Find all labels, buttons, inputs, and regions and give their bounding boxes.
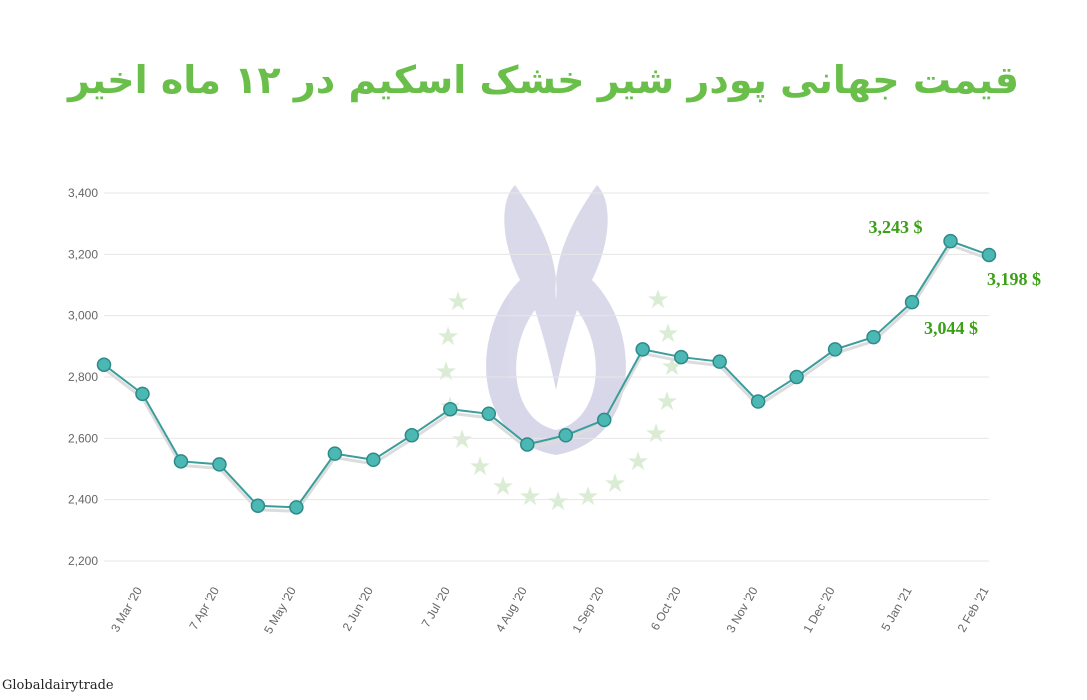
data-point [173,454,189,469]
data-points [96,233,997,515]
x-tick-label: 2 Jun '20 [340,584,376,633]
svg-text:★: ★ [468,452,491,482]
x-tick-label: 7 Jul '20 [419,584,453,630]
svg-text:★: ★ [644,419,667,449]
data-point [212,457,227,472]
data-point [712,354,727,369]
data-point [866,329,881,345]
x-tick-label: 6 Oct '20 [648,584,684,633]
data-point [789,369,804,385]
x-tick-label: 7 Apr '20 [186,584,222,632]
data-point [481,406,497,422]
watermark-logo: ★ ★ ★ ★ ★ ★ ★ ★ ★ ★ ★ ★ ★ ★ ★ ★ ★ [434,185,684,517]
svg-text:★: ★ [518,482,541,512]
svg-text:★: ★ [656,319,679,349]
y-tick-label: 2,400 [68,493,98,507]
data-point [904,294,920,310]
x-tick-label: 1 Dec '20 [800,584,837,635]
data-point [981,247,997,263]
x-tick-label: 3 Mar '20 [108,584,145,634]
x-tick-label: 5 Jan '21 [878,584,914,633]
chart-title: قیمت جهانی پودر شیر خشک اسکیم در ۱۲ ماه … [68,58,1019,102]
svg-text:★: ★ [450,425,473,455]
svg-text:★: ★ [491,472,514,502]
svg-text:★: ★ [436,322,459,352]
data-point [327,446,343,461]
data-label: 3,243 $ [869,217,923,237]
data-point [443,401,458,417]
y-tick-label: 2,600 [68,431,98,445]
x-tick-label: 5 May '20 [261,584,299,636]
data-point [96,357,112,372]
data-point [943,233,958,249]
data-label: 3,044 $ [924,318,978,338]
data-point [520,437,535,452]
y-tick-label: 2,200 [68,554,98,568]
y-tick-label: 2,800 [68,370,98,384]
svg-text:★: ★ [603,469,626,499]
data-point [596,412,612,428]
svg-text:★: ★ [446,287,469,317]
data-point [404,428,420,443]
data-point [827,342,843,357]
y-axis: 2,200 2,400 2,600 2,800 3,000 3,200 3,400 [68,186,98,568]
svg-text:★: ★ [434,357,457,387]
x-axis: 3 Mar '20 7 Apr '20 5 May '20 2 Jun '20 7 Ju… [108,584,992,636]
data-point [366,452,381,468]
y-tick-label: 3,200 [68,247,98,261]
svg-text:★: ★ [626,447,649,477]
data-point [635,342,650,357]
svg-text:★: ★ [546,487,569,517]
data-label: 3,198 $ [987,269,1041,289]
data-point [750,394,766,409]
svg-text:★: ★ [646,285,669,315]
y-tick-label: 3,000 [68,309,98,323]
x-tick-label: 2 Feb '21 [955,584,992,634]
y-tick-label: 3,400 [68,186,98,200]
source-label: Globaldairytrade [2,678,114,693]
x-tick-label: 4 Aug '20 [493,584,530,634]
data-point [558,428,573,443]
x-tick-label: 1 Sep '20 [570,584,607,635]
data-point [250,498,266,514]
svg-text:★: ★ [576,482,599,512]
data-point [673,349,689,365]
data-point [289,500,304,515]
annotations: 3,243 $ 3,198 $ 3,044 $ [869,217,1041,338]
svg-text:★: ★ [655,387,678,417]
data-point [135,386,150,402]
x-tick-label: 3 Nov '20 [723,584,760,635]
